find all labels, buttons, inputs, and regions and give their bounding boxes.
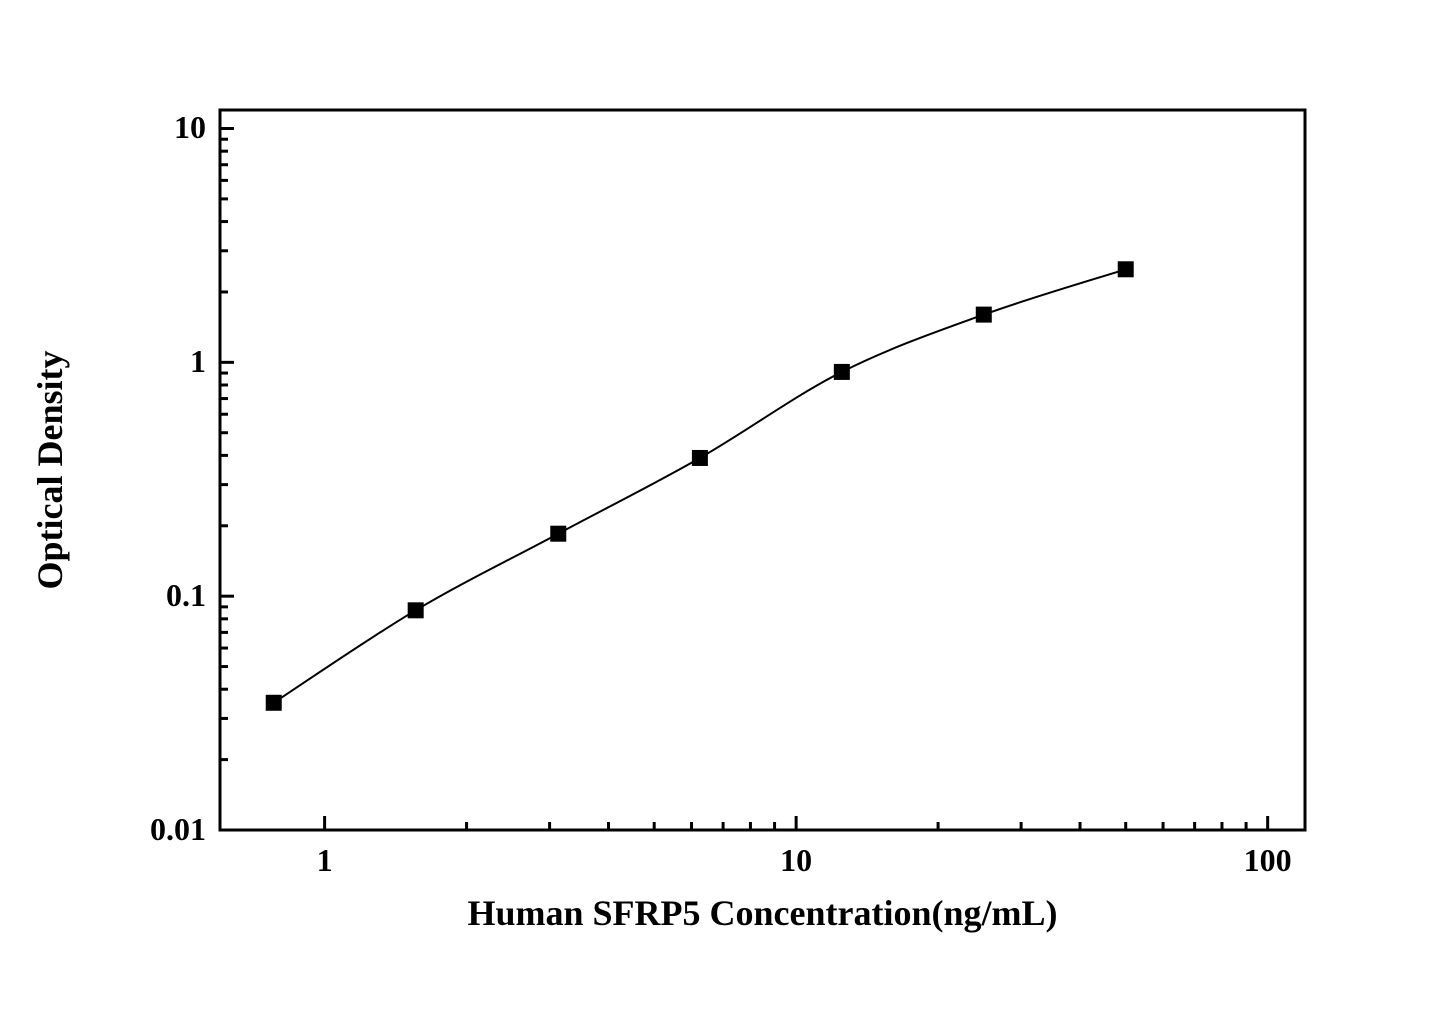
data-marker xyxy=(266,695,282,711)
y-tick-label: 10 xyxy=(174,109,206,146)
data-marker xyxy=(550,526,566,542)
plot-border xyxy=(220,110,1305,830)
data-marker xyxy=(692,450,708,466)
data-marker xyxy=(834,364,850,380)
x-tick-label: 10 xyxy=(756,842,836,879)
x-tick-label: 1 xyxy=(285,842,365,879)
chart-root: 1 10 100 0.01 0.1 1 10 Human SFRP5 Concentratio… xyxy=(0,0,1445,1009)
data-marker xyxy=(976,307,992,323)
y-tick-label: 0.1 xyxy=(166,577,206,614)
data-marker xyxy=(1118,261,1134,277)
x-axis-label: Human SFRP5 Concentration(ng/mL) xyxy=(220,892,1305,934)
data-marker xyxy=(408,602,424,618)
y-tick-label: 1 xyxy=(190,343,206,380)
y-tick-label: 0.01 xyxy=(150,811,206,848)
y-axis-label: Optical Density xyxy=(29,351,71,590)
x-tick-label: 100 xyxy=(1228,842,1308,879)
